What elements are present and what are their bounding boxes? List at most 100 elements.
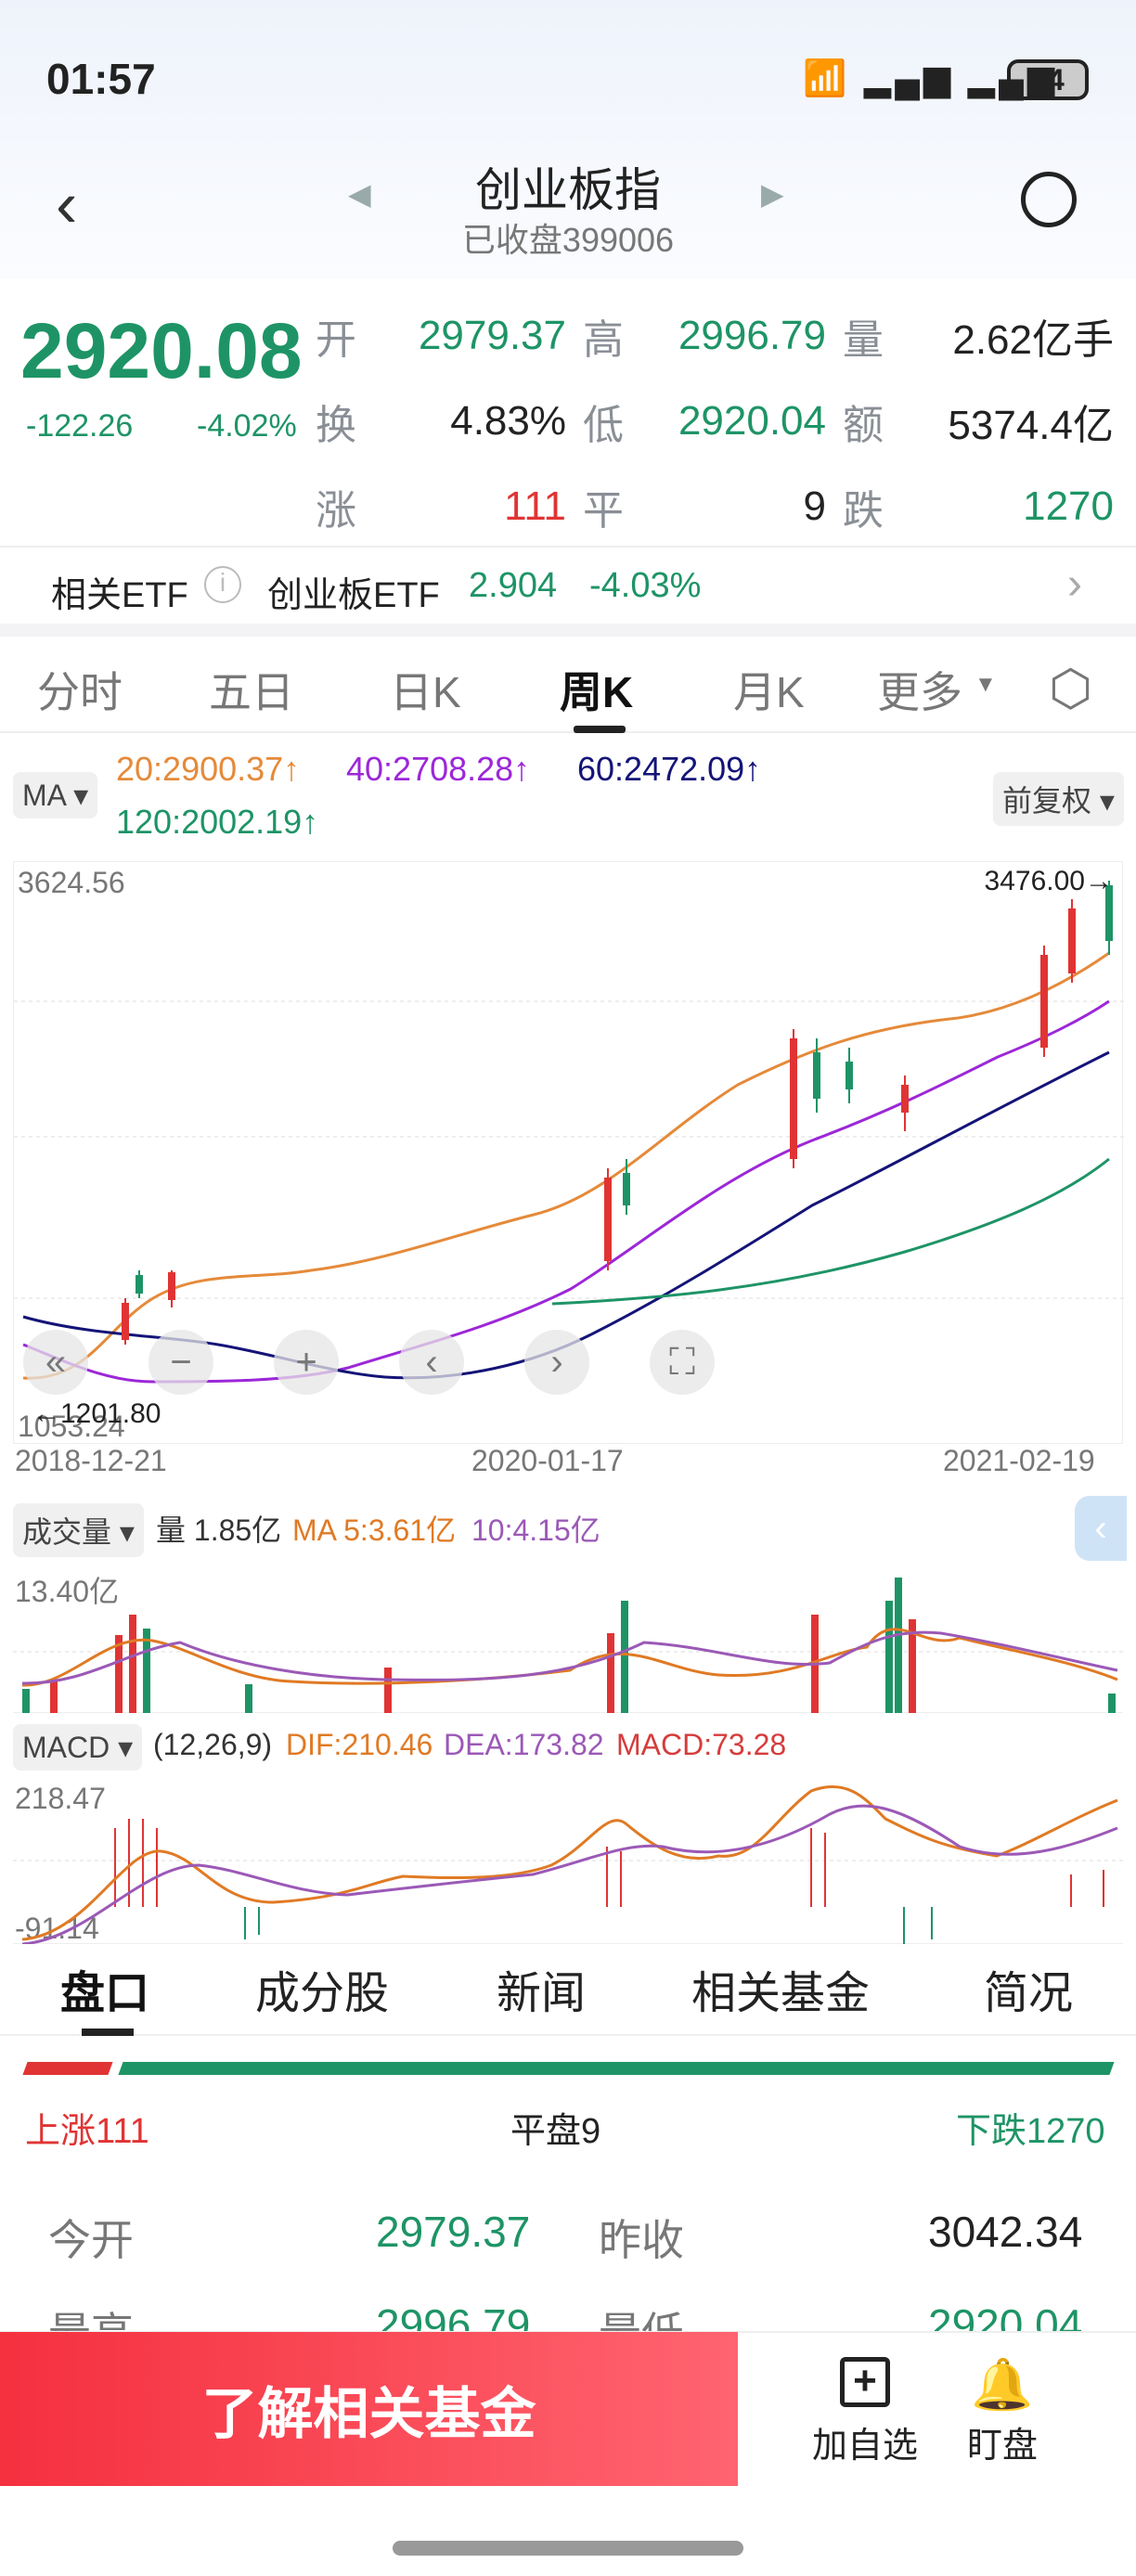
signal-icon: 📶 ▂▄▆ ▂▄▆ [803,59,1059,98]
kline-min-label: 1053.24 [18,1410,125,1443]
tab-related-funds[interactable]: 相关基金 [691,1969,871,2018]
ma-selector[interactable]: MA ▾ [13,772,98,818]
value-open: 2979.37 [418,313,566,358]
collapse-panel-icon[interactable]: ‹ [1075,1496,1127,1561]
top-bar [0,0,1136,278]
macd-dea: DEA:173.82 [444,1728,604,1761]
label-today-open: 今开 [48,2216,134,2264]
value-up: 111 [504,483,566,529]
label-down: 跌 [843,488,884,534]
tab-intraday[interactable]: 分时 [37,668,123,716]
divider [0,546,1136,547]
etf-change: -4.03% [589,566,702,605]
watch-label: 盯盘 [966,2427,1038,2466]
change-pct: -4.02% [197,408,297,444]
ma120-value: 120:2002.19↑ [116,803,319,841]
macd-value: MACD:73.28 [616,1728,787,1761]
learn-funds-button[interactable]: 了解相关基金 [0,2332,738,2486]
tab-news[interactable]: 新闻 [497,1969,587,2018]
macd-dif: DIF:210.46 [286,1728,433,1761]
value-flat: 9 [803,483,826,529]
label-high: 高 [583,317,624,363]
active-info-tab-indicator [82,2029,134,2036]
home-indicator[interactable] [393,2541,743,2556]
info-tabs: 盘口 成分股 新闻 相关基金 简况 [0,1956,1136,2036]
quote-grid: 开 2979.37 高 2996.79 量 2.62亿手 换 4.83% 低 2920.0… [316,306,1114,536]
value-turnover: 4.83% [450,398,566,444]
tab-order-book[interactable]: 盘口 [60,1969,150,2018]
value-today-open: 2979.37 [376,2208,531,2256]
breadth-bar-up [22,2062,113,2075]
tab-profile[interactable]: 简况 [984,1969,1074,2018]
adjust-label: 前复权 [1002,784,1092,818]
value-amount: 5374.4亿 [948,403,1114,448]
tab-monthly[interactable]: 月K [733,668,805,716]
add-watchlist-label: 加自选 [811,2427,918,2466]
page-title: 创业板指 [475,164,661,216]
scroll-left-fast-icon[interactable]: « [23,1330,88,1395]
page-subtitle: 已收盘399006 [461,221,675,259]
search-icon[interactable] [1021,172,1077,227]
kline-low-mark: ←1201.80 [32,1398,161,1429]
date-mid: 2020-01-17 [471,1444,624,1477]
section-gap [0,624,1136,637]
breadth-flat: 平盘9 [510,2112,601,2151]
volume-selector-label: 成交量 [22,1515,112,1549]
etf-price: 2.904 [469,566,558,605]
breadth-bar-down [118,2062,1115,2075]
date-end: 2021-02-19 [943,1444,1095,1477]
label-up: 涨 [316,488,356,534]
macd-chart[interactable] [13,1772,1123,1946]
etf-name: 创业板ETF [267,576,440,615]
value-high: 2996.79 [678,313,826,358]
volume-ma10: 10:4.15亿 [471,1513,600,1547]
volume-ma5: MA 5:3.61亿 [292,1513,457,1547]
bell-icon: 🔔 [971,2357,1034,2413]
last-price: 2920.08 [20,307,303,394]
volume-value: 量 1.85亿 [156,1513,282,1547]
macd-selector[interactable]: MACD ▾ [13,1724,143,1771]
etf-label: 相关ETF [51,576,188,615]
value-prev-close: 3042.34 [928,2208,1083,2256]
tab-constituents[interactable]: 成分股 [255,1969,390,2018]
chart-tabs: 分时 五日 日K 周K 月K 更多 ▼ ⬡ [0,640,1136,733]
volume-selector[interactable]: 成交量 ▾ [13,1503,144,1557]
watch-button[interactable]: 🔔 盯盘 [951,2357,1053,2467]
scroll-right-icon[interactable]: › [524,1330,589,1395]
adjust-selector[interactable]: 前复权 ▾ [993,772,1124,826]
label-amount: 额 [843,403,884,448]
value-volume: 2.62亿手 [952,317,1114,363]
tab-weekly[interactable]: 周K [560,668,634,716]
add-watchlist-button[interactable]: + 加自选 [803,2357,927,2467]
breadth-down: 下跌1270 [956,2112,1105,2151]
info-icon[interactable]: i [204,566,241,603]
chevron-down-icon: ▼ [975,672,997,697]
kline-max-label: 3624.56 [18,866,125,899]
back-icon[interactable]: ‹ [56,168,78,240]
settings-icon[interactable]: ⬡ [1049,661,1093,716]
tab-more[interactable]: 更多 [877,668,962,716]
scroll-left-icon[interactable]: ‹ [399,1330,464,1395]
date-start: 2018-12-21 [15,1444,167,1477]
change-value: -122.26 [26,408,134,444]
macd-params: (12,26,9) [153,1728,273,1761]
next-stock-icon[interactable]: ▶ [761,177,784,211]
tab-5day[interactable]: 五日 [209,668,294,716]
label-low: 低 [583,403,624,448]
prev-stock-icon[interactable]: ◀ [348,177,371,211]
etf-row[interactable]: 相关ETF i 创业板ETF 2.904 -4.03% › [0,549,1136,624]
kline-high-mark: 3476.00→ [984,866,1113,896]
status-time: 01:57 [46,55,156,103]
add-icon: + [840,2357,890,2407]
zoom-out-icon[interactable]: − [148,1330,213,1395]
value-down: 1270 [1023,483,1114,529]
fullscreen-icon[interactable]: ⛶ [650,1330,715,1395]
chevron-right-icon: › [1067,560,1082,609]
volume-max-label: 13.40亿 [15,1575,120,1608]
label-volume: 量 [843,317,884,363]
zoom-in-icon[interactable]: + [274,1330,339,1395]
tab-daily[interactable]: 日K [390,668,461,716]
ma40-value: 40:2708.28↑ [346,750,531,788]
macd-max-label: 218.47 [15,1782,106,1815]
volume-chart[interactable] [13,1578,1123,1713]
